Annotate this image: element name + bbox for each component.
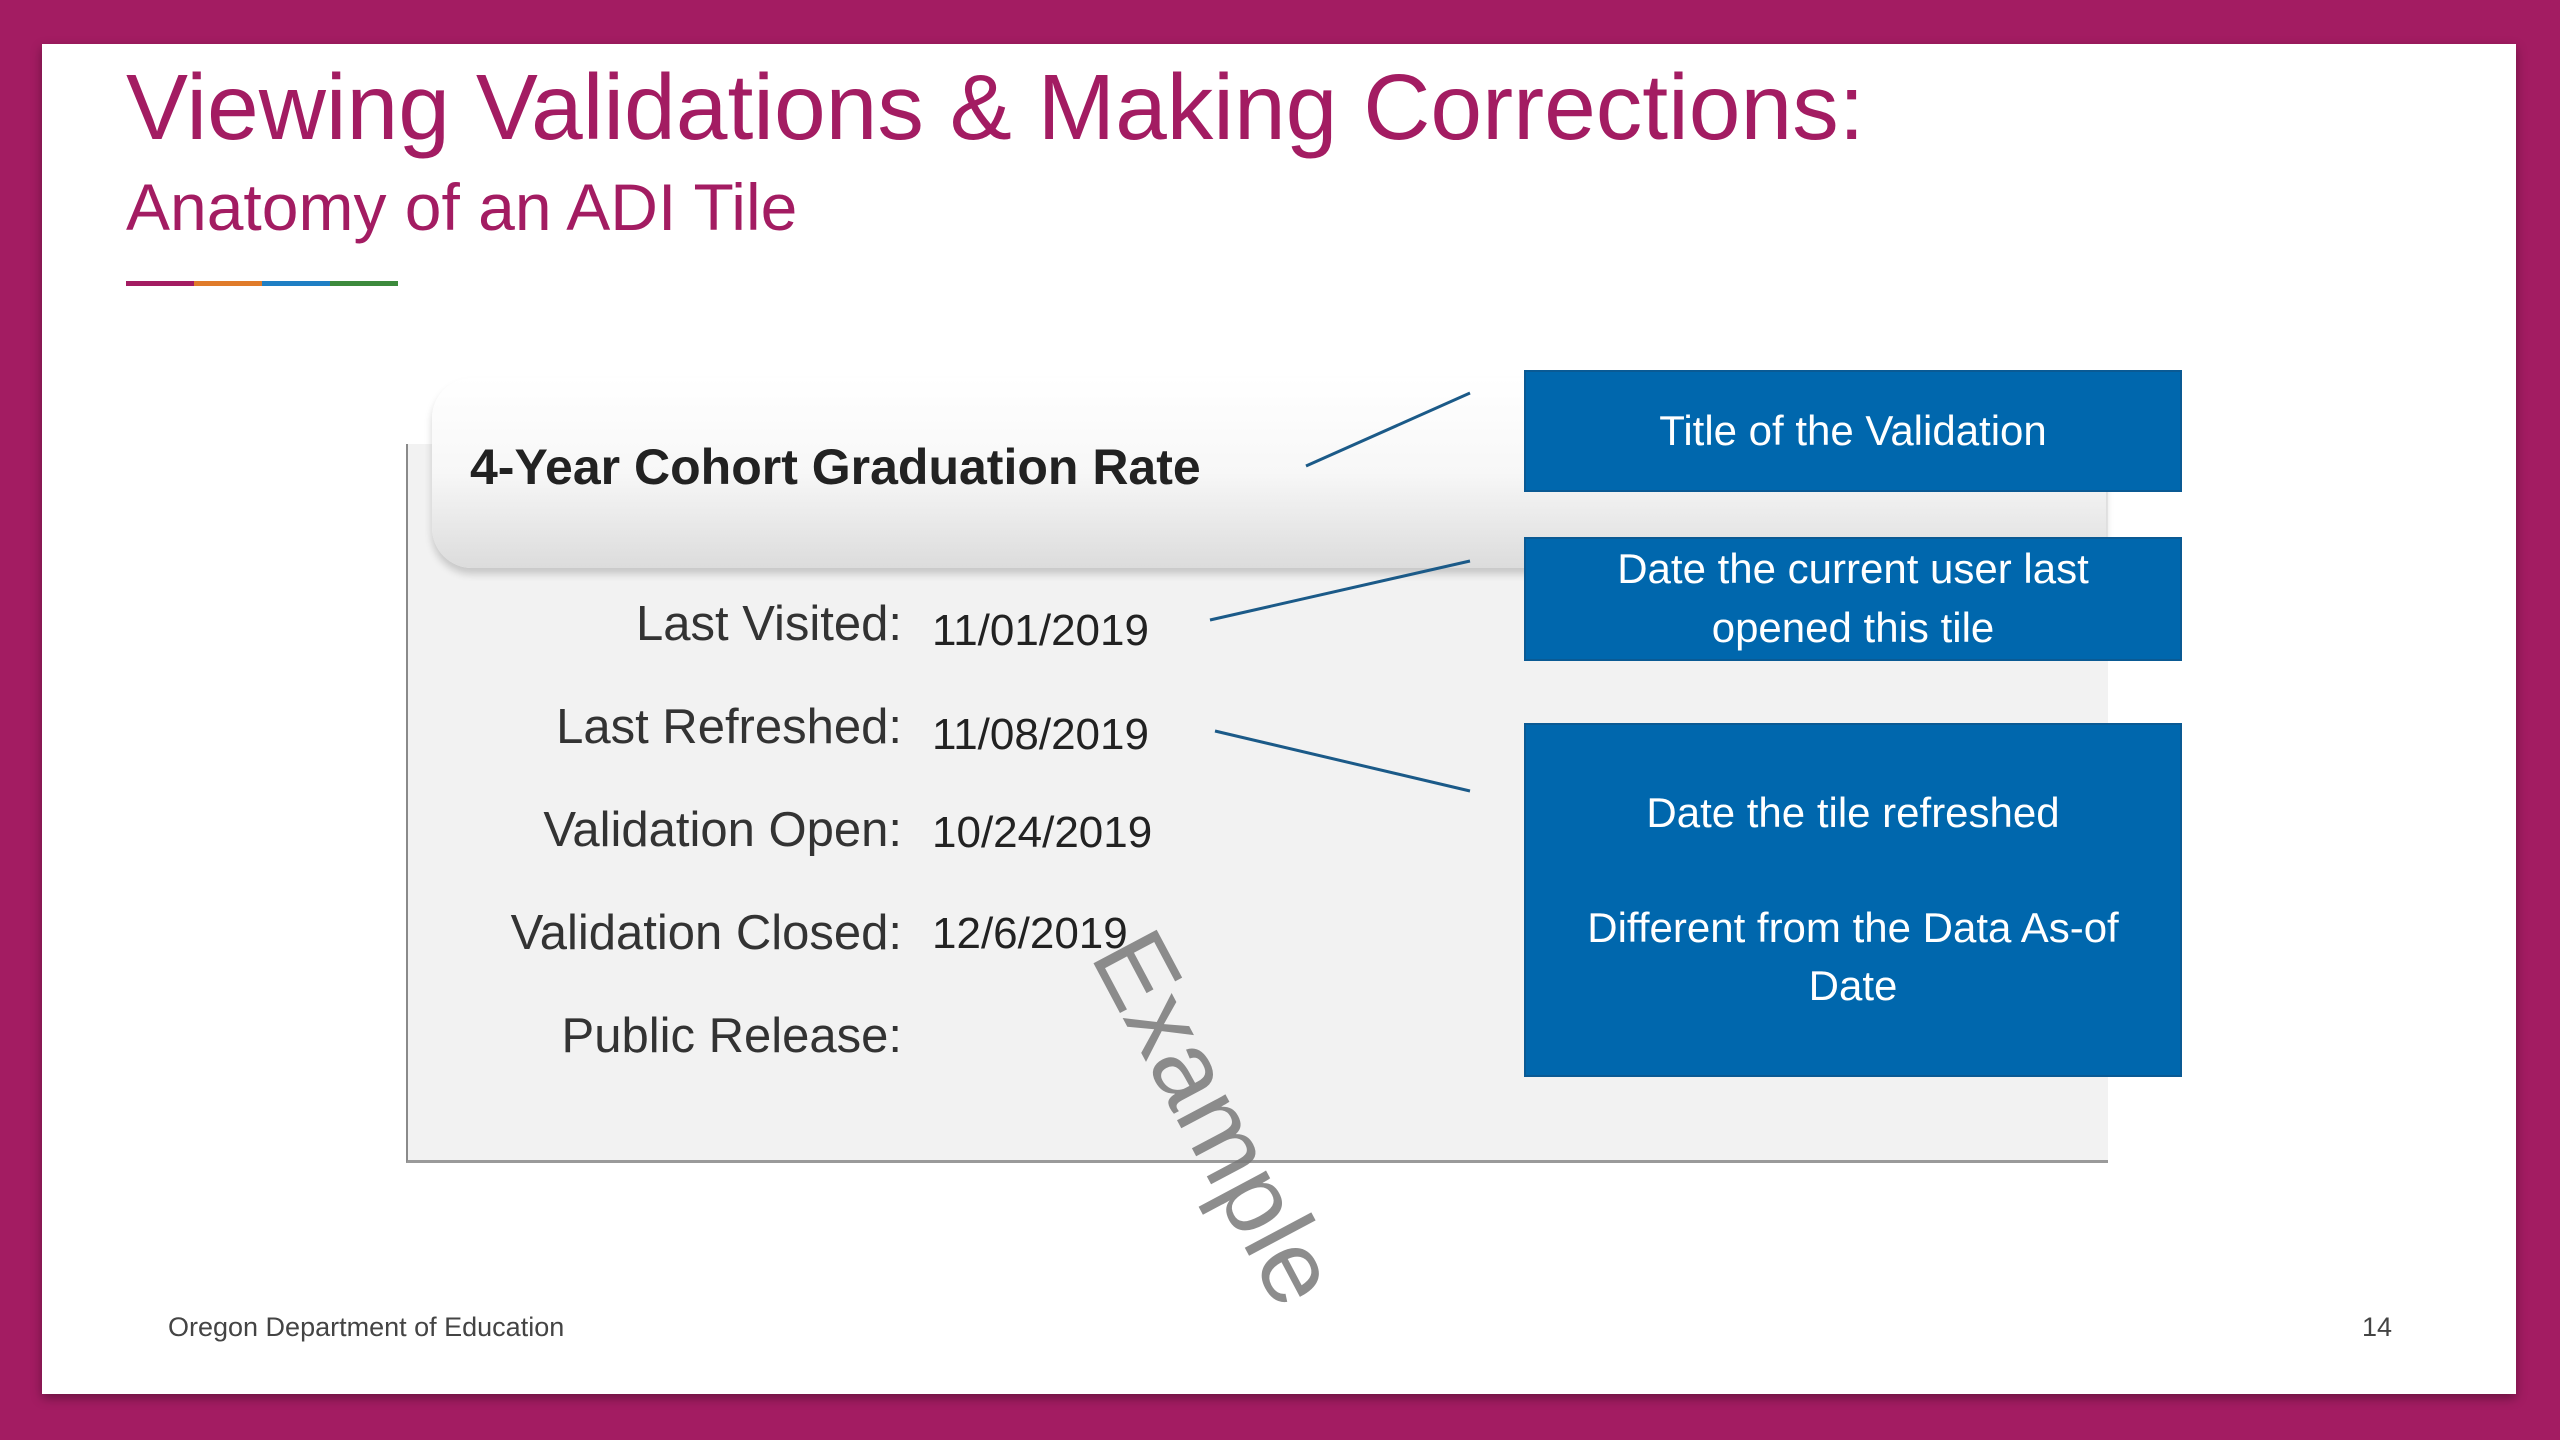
- field-label-validation-open: Validation Open:: [543, 803, 902, 857]
- field-label-validation-closed: Validation Closed:: [510, 906, 902, 960]
- callout-last-visited: Date the current user last opened this t…: [1524, 537, 2182, 661]
- field-value-validation-open: 10/24/2019: [932, 808, 1153, 857]
- callout-refreshed-line2: Different from the Data As-of Date: [1587, 903, 2119, 1010]
- callout-last-refreshed: Date the tile refreshed Different from t…: [1524, 723, 2182, 1077]
- accent-segment-magenta: [126, 281, 194, 286]
- field-label-public-release: Public Release:: [561, 1009, 902, 1063]
- field-value-last-visited: 11/01/2019: [932, 606, 1149, 655]
- field-value-validation-closed: 12/6/2019: [932, 909, 1128, 958]
- callout-title-text: Title of the Validation: [1659, 406, 2047, 454]
- slide-title: Viewing Validations & Making Corrections…: [126, 55, 1865, 159]
- accent-segment-green: [330, 281, 398, 286]
- callout-refreshed-line1: Date the tile refreshed: [1646, 788, 2060, 836]
- field-label-last-visited: Last Visited:: [635, 597, 902, 651]
- field-label-last-refreshed: Last Refreshed:: [556, 700, 902, 754]
- page-number: 14: [2362, 1312, 2393, 1342]
- callout-title-of-validation: Title of the Validation: [1524, 370, 2182, 492]
- callout-visited-text: Date the current user last opened this t…: [1617, 545, 2089, 651]
- accent-segment-blue: [262, 281, 330, 286]
- slide-subtitle: Anatomy of an ADI Tile: [126, 170, 798, 244]
- footer-organization: Oregon Department of Education: [168, 1312, 565, 1342]
- accent-segment-orange: [194, 281, 262, 286]
- adi-tile-title: 4-Year Cohort Graduation Rate: [470, 439, 1201, 495]
- accent-divider: [126, 281, 398, 286]
- field-value-last-refreshed: 11/08/2019: [932, 710, 1149, 759]
